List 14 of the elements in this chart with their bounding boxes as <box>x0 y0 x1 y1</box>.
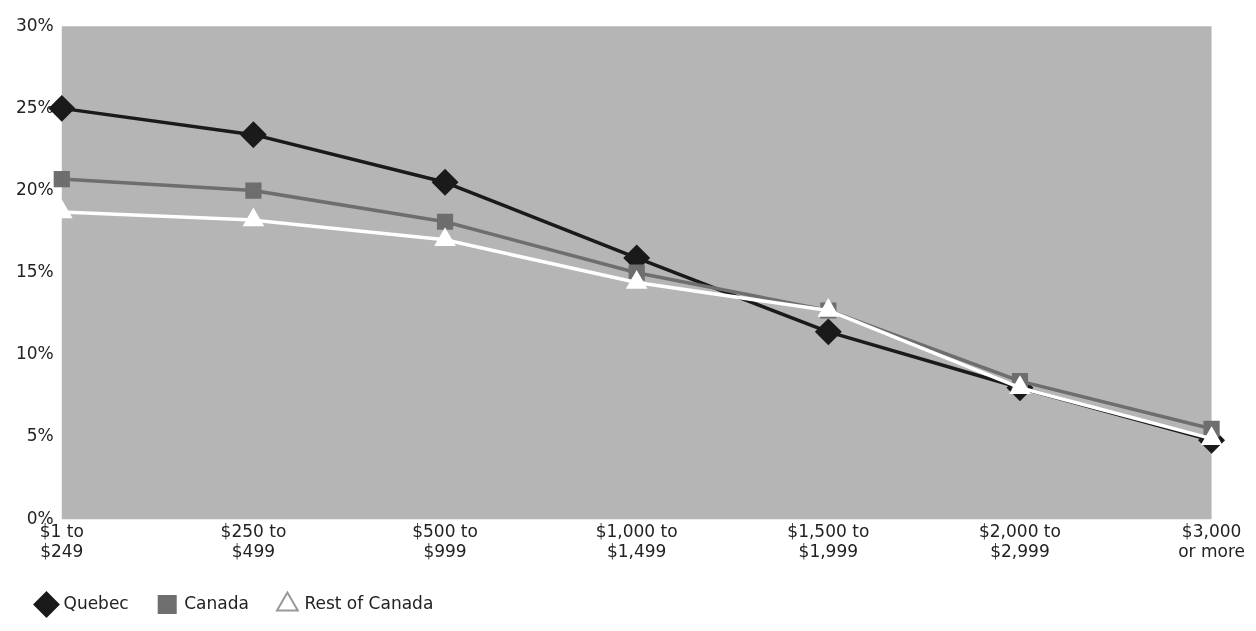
y-tick-label: 5% <box>26 425 54 446</box>
y-tick-label: 10% <box>15 343 54 364</box>
legend-label: Canada <box>184 592 249 613</box>
y-tick-label: 20% <box>15 178 54 199</box>
x-tick-label: $1,500 to $1,999 <box>787 520 870 562</box>
y-tick-label: 30% <box>15 14 54 35</box>
y-tick-label: 15% <box>15 261 54 282</box>
x-tick-label: $250 to $499 <box>220 520 287 562</box>
legend-label: Rest of Canada <box>304 592 434 613</box>
x-tick-label: $3,000 or more <box>1178 520 1246 562</box>
x-tick-label: $500 to $999 <box>412 520 478 562</box>
x-tick-label: $2,000 to $2,999 <box>978 520 1061 562</box>
legend-label: Quebec <box>63 592 129 613</box>
x-tick-label: $1,000 to $1,499 <box>595 520 678 562</box>
